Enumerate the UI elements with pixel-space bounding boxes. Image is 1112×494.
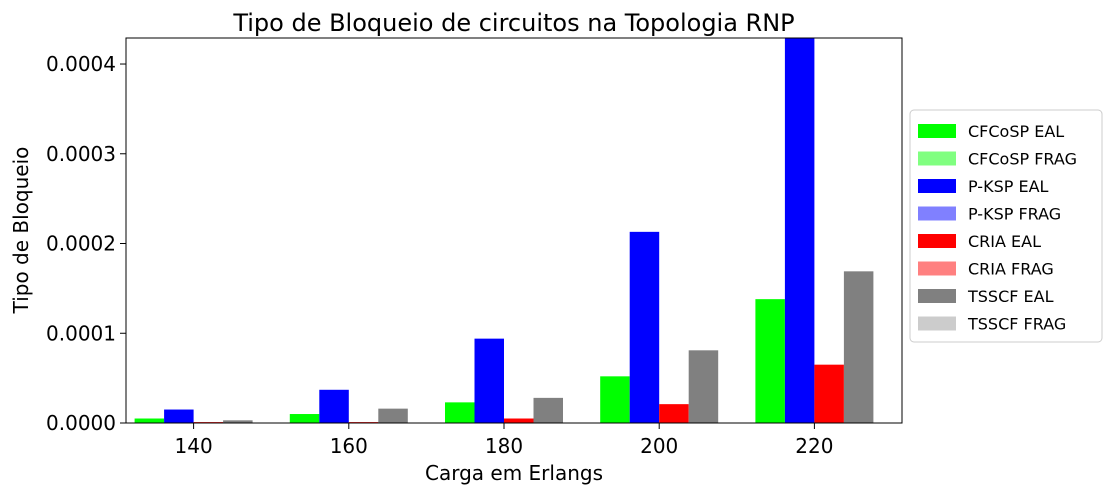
bar-cfcosp-eal-220 [755, 299, 785, 423]
chart-title: Tipo de Bloqueio de circuitos na Topolog… [232, 9, 794, 37]
x-tick-label: 220 [795, 434, 833, 458]
bar-tsscf-eal-140 [223, 420, 253, 423]
bar-tsscf-eal-180 [533, 397, 563, 423]
legend-label: P-KSP EAL [968, 177, 1049, 196]
bar-cfcosp-eal-160 [289, 414, 320, 423]
plot-frame [125, 37, 903, 424]
x-axis-label: Carga em Erlangs [425, 461, 603, 485]
y-tick-label: 0.0004 [46, 52, 116, 76]
legend-box [909, 109, 1103, 343]
bar-p-ksp-eal-220 [784, 38, 815, 423]
legend-swatch [918, 289, 956, 303]
x-tick-label: 160 [330, 434, 368, 458]
bar-p-ksp-eal-200 [629, 231, 660, 423]
legend-swatch [918, 206, 956, 221]
x-tick-label: 140 [175, 434, 213, 458]
legend-swatch [918, 261, 956, 276]
bar-p-ksp-eal-160 [319, 389, 349, 423]
x-tick-label: 180 [485, 434, 523, 458]
bar-cfcosp-eal-140 [134, 418, 165, 423]
bar-tsscf-eal-160 [378, 408, 408, 423]
bar-cfcosp-eal-180 [445, 402, 475, 423]
legend-label: TSSCF EAL [967, 287, 1054, 306]
legend-swatch [918, 316, 956, 331]
bar-cria-eal-220 [814, 364, 844, 423]
legend-label: CRIA FRAG [968, 260, 1054, 279]
x-axis: 140 160 180 200 220 [175, 423, 833, 458]
bar-p-ksp-eal-180 [474, 338, 504, 423]
legend-swatch [918, 179, 956, 193]
y-tick-label: 0.0002 [46, 232, 116, 256]
bars-layer [134, 38, 874, 423]
bar-cria-eal-200 [659, 404, 689, 423]
x-tick-label: 200 [640, 434, 678, 458]
bar-cfcosp-eal-200 [600, 376, 630, 423]
legend-label: CFCoSP FRAG [968, 150, 1077, 169]
legend-label: P-KSP FRAG [968, 205, 1061, 224]
y-tick-label: 0.0001 [46, 321, 116, 345]
legend-swatch [918, 151, 956, 166]
bar-tsscf-eal-200 [688, 350, 719, 423]
legend-label: TSSCF FRAG [967, 315, 1066, 334]
legend-swatch [918, 124, 956, 138]
bar-p-ksp-eal-140 [164, 409, 194, 423]
bar-cria-eal-180 [504, 418, 534, 423]
y-tick-label: 0.0000 [46, 411, 116, 435]
y-tick-label: 0.0003 [46, 142, 116, 166]
legend-swatch [918, 234, 956, 248]
legend: CFCoSP EAL CFCoSP FRAG P-KSP EAL P-KSP FRAG… [909, 109, 1103, 343]
y-axis: 0.0000 0.0001 0.0002 0.0003 0.0004 [46, 52, 126, 435]
legend-label: CFCoSP EAL [968, 122, 1064, 141]
y-axis-label: Tipo de Bloqueio [9, 147, 33, 315]
legend-label: CRIA EAL [968, 232, 1041, 251]
bar-tsscf-eal-220 [843, 271, 874, 423]
